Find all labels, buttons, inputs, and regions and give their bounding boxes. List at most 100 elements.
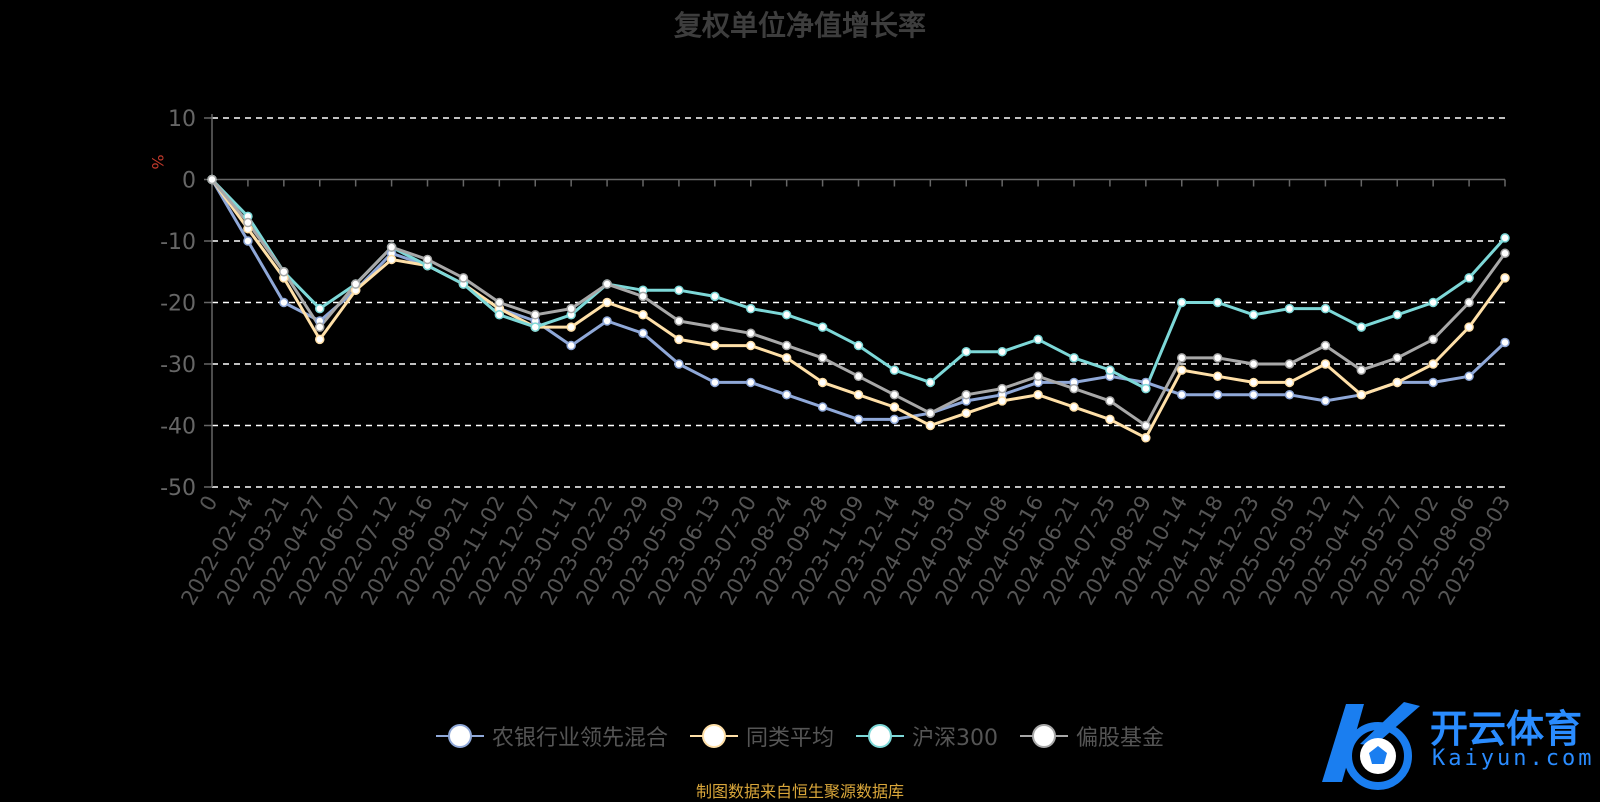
data-point: [315, 322, 325, 332]
data-point: [602, 279, 612, 289]
data-point: [1500, 337, 1510, 348]
data-point: [1033, 371, 1043, 382]
data-point: [1284, 377, 1295, 388]
data-point: [746, 303, 756, 314]
data-point: [781, 353, 792, 363]
data-point: [1212, 371, 1223, 382]
data-point: [674, 316, 684, 326]
data-point: [1105, 365, 1115, 375]
data-point: [1500, 233, 1510, 243]
data-point: [674, 334, 684, 345]
data-point: [458, 273, 469, 283]
data-point: [1428, 377, 1438, 388]
legend-item[interactable]: 偏股基金: [1020, 720, 1164, 752]
source-note: 制图数据来自恒生聚源数据库: [695, 782, 904, 801]
data-point: [1212, 353, 1223, 363]
legend-item[interactable]: 沪深300: [856, 720, 998, 752]
legend-item[interactable]: 同类平均: [689, 720, 834, 752]
data-point: [1248, 359, 1259, 369]
series-line-3: [210, 178, 1507, 427]
data-point: [207, 174, 217, 185]
data-point: [817, 353, 828, 363]
data-point: [1428, 297, 1438, 308]
series-layer: [207, 174, 1510, 443]
series-line-0: [210, 178, 1507, 421]
data-point: [710, 377, 720, 388]
data-point: [1105, 414, 1115, 425]
watermark-logo: 开云体育 Kaiyun.com: [1312, 696, 1592, 796]
data-point: [602, 316, 612, 326]
data-point: [889, 365, 900, 375]
legend-label: 沪深300: [912, 726, 998, 751]
data-point: [1141, 420, 1151, 431]
data-point: [1141, 433, 1151, 443]
data-point: [243, 217, 253, 228]
legend-item[interactable]: 农银行业领先混合: [435, 720, 668, 752]
data-point: [889, 414, 900, 425]
data-point: [710, 322, 720, 332]
data-point: [781, 310, 792, 320]
data-point: [817, 402, 828, 412]
data-point: [1320, 340, 1331, 351]
data-point: [925, 408, 936, 418]
data-point: [422, 254, 433, 265]
data-point: [853, 390, 864, 400]
data-point: [638, 328, 648, 338]
data-point: [1248, 390, 1259, 400]
data-point: [494, 310, 505, 320]
data-point: [1356, 322, 1367, 332]
y-tick-label: 10: [168, 107, 196, 132]
data-point: [1356, 365, 1367, 375]
data-point: [1284, 390, 1295, 400]
data-point: [1320, 303, 1331, 314]
data-point: [1464, 371, 1474, 382]
data-point: [638, 310, 648, 320]
data-point: [530, 322, 540, 332]
data-point: [710, 291, 720, 302]
data-point: [781, 390, 792, 400]
data-point: [674, 359, 684, 369]
data-point: [746, 328, 756, 338]
data-point: [1320, 359, 1331, 369]
data-point: [315, 303, 325, 314]
data-point: [602, 297, 612, 308]
data-point: [1177, 365, 1187, 375]
data-point: [746, 340, 756, 351]
data-point: [386, 254, 397, 265]
data-point: [1069, 353, 1079, 363]
legend: 农银行业领先混合 同类平均 沪深300 偏股基金: [0, 720, 1600, 752]
data-point: [853, 371, 864, 382]
data-point: [1392, 310, 1402, 320]
data-point: [1320, 396, 1331, 406]
data-point: [386, 242, 397, 252]
series-line-2: [210, 178, 1507, 391]
data-point: [961, 408, 971, 418]
data-point: [710, 340, 720, 351]
data-point: [1177, 390, 1187, 400]
data-point: [1500, 248, 1510, 259]
data-point: [279, 267, 289, 277]
data-point: [1464, 322, 1474, 332]
data-point: [243, 236, 253, 246]
data-point: [1177, 353, 1187, 363]
data-point: [889, 390, 900, 400]
legend-label: 农银行业领先混合: [491, 726, 668, 751]
y-tick-label: -20: [160, 292, 196, 317]
legend-marker-icon: [689, 724, 738, 748]
data-point: [817, 377, 828, 388]
data-point: [1500, 273, 1510, 283]
data-point: [1105, 396, 1115, 406]
data-point: [1428, 334, 1438, 345]
watermark-name: 开云体育: [1430, 707, 1583, 751]
data-point: [853, 414, 864, 425]
data-point: [1464, 297, 1474, 308]
data-point: [781, 340, 792, 351]
data-point: [638, 291, 648, 302]
data-point: [1033, 390, 1043, 400]
data-point: [566, 303, 576, 314]
chart-title: 复权单位净值增长率: [673, 9, 926, 42]
data-point: [1069, 383, 1079, 394]
data-point: [997, 346, 1007, 357]
data-point: [961, 346, 971, 357]
